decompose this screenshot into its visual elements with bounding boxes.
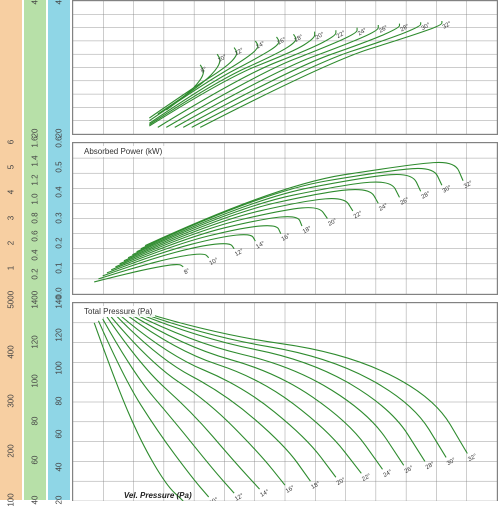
curve-label: 14°	[255, 240, 266, 250]
axis-tick: 1.6	[31, 136, 40, 147]
curve-label: 10°	[209, 257, 220, 267]
axis-tick: 0.6	[55, 136, 64, 147]
curve	[103, 319, 234, 493]
curve-label: 10°	[209, 497, 220, 501]
axis-tick: 40	[31, 496, 40, 505]
axis-strip-s1: 0123456100200300400500	[0, 0, 22, 500]
chart-panel-p1: 8°10°12°14°16°18°20°22°24°26°28°30°32°	[72, 0, 498, 135]
axis-tick: 0.5	[55, 162, 64, 173]
axis-tick: 400	[7, 345, 16, 358]
axis-strip-s3: 20400.00.10.20.30.40.50.6204060801001201…	[48, 0, 70, 500]
curve-label: 22°	[353, 210, 364, 220]
curve-label: 32°	[467, 453, 478, 463]
axis-tick: 140	[55, 295, 64, 308]
curve-label: 30°	[446, 457, 457, 467]
curve-label: 10°	[217, 54, 228, 64]
axis-tick: 0.4	[55, 187, 64, 198]
axis-tick: 40	[31, 0, 40, 4]
axis-tick: 3	[7, 215, 16, 219]
curve-label: 18°	[293, 34, 304, 44]
axis-tick: 60	[31, 456, 40, 465]
curve-label: 22°	[361, 473, 372, 483]
curve	[98, 254, 208, 279]
axis-tick: 6	[7, 140, 16, 144]
curve-label: 32°	[463, 180, 474, 190]
curve-label: 26°	[404, 465, 415, 475]
curve-label: 16°	[285, 485, 296, 495]
curve	[111, 317, 285, 485]
curve	[128, 313, 382, 469]
axis-tick: 20	[55, 496, 64, 505]
curve-label: 20°	[315, 31, 326, 41]
axis-tick: 60	[55, 430, 64, 439]
axis-tick: 2	[7, 240, 16, 244]
curve	[158, 30, 336, 127]
curve-label: 16°	[277, 37, 288, 47]
axis-tick: 1.4	[31, 155, 40, 166]
axis-tick: 200	[7, 444, 16, 457]
curve	[137, 313, 425, 462]
curve-label: 12°	[234, 47, 245, 57]
curve-label: 26°	[399, 197, 410, 207]
curve-label: 18°	[310, 481, 321, 491]
curve-label: 24°	[378, 203, 389, 213]
curve	[137, 174, 421, 251]
axis-tick: 1.2	[31, 174, 40, 185]
chart-panel-p3: Total Pressure (Pa)8°10°12°14°16°18°20°2…	[72, 302, 498, 501]
curve-label: 32°	[442, 21, 453, 31]
curve	[98, 321, 208, 497]
panel-title: Absorbed Power (kW)	[81, 146, 165, 157]
axis-tick: 0.4	[31, 250, 40, 261]
axis-tick: 140	[31, 295, 40, 308]
curve-label: 16°	[281, 233, 292, 243]
chart-panel-p2: Absorbed Power (kW) 8° 10° 12° 14° 16° 18° 20° 2…	[72, 142, 498, 295]
curve-label: 28°	[421, 191, 432, 201]
bottom-axis-label: Vel. Pressure (Pa)	[124, 491, 192, 500]
curve-label: 28°	[399, 23, 410, 33]
curve-label: 18°	[302, 225, 313, 235]
curve-label: 28°	[425, 461, 436, 471]
curve	[183, 24, 399, 128]
curve	[94, 323, 183, 501]
axis-tick: 100	[31, 375, 40, 388]
panel-svg: 8°10°12°14°16°18°20°22°24°26°28°30°32°	[73, 1, 497, 134]
axis-tick: 4	[7, 190, 16, 194]
curve-label: 24°	[383, 469, 394, 479]
axis-tick: 0.8	[31, 212, 40, 223]
axis-tick: 0.1	[55, 262, 64, 273]
axis-tick: 0.2	[31, 269, 40, 280]
axis-tick: 5	[7, 165, 16, 169]
axis-tick: 0.2	[55, 237, 64, 248]
axis-tick: 0.3	[55, 212, 64, 223]
curve-label: 14°	[260, 489, 271, 499]
curve-label: 30°	[442, 185, 453, 195]
axis-tick: 1	[7, 266, 16, 270]
axis-tick: 80	[55, 397, 64, 406]
curve-label: 20°	[327, 218, 338, 228]
axis-tick: 0.6	[31, 231, 40, 242]
axis-tick: 120	[55, 328, 64, 341]
axis-tick: 120	[31, 335, 40, 348]
curve-label: 8°	[183, 268, 191, 276]
axis-tick: 40	[55, 0, 64, 4]
panel-svg: 8°10°12°14°16°18°20°22°24°26°28°30°32°Ve…	[73, 303, 497, 501]
axis-tick: 80	[31, 416, 40, 425]
axis-tick: 300	[7, 394, 16, 407]
panel-title: Total Pressure (Pa)	[81, 306, 155, 317]
axis-tick: 100	[55, 361, 64, 374]
curve-label: 14°	[255, 41, 266, 51]
axis-tick: 40	[55, 463, 64, 472]
axis-tick: 1.0	[31, 193, 40, 204]
axis-tick: 100	[7, 493, 16, 506]
curve-label: 12°	[234, 248, 245, 258]
axis-strip-s2: 204000.20.40.60.81.01.21.41.640608010012…	[24, 0, 46, 500]
axis-tick: 500	[7, 295, 16, 308]
panel-svg: 8° 10° 12° 14° 16° 18° 20° 22° 24° 26° 28° 30° 32°	[73, 143, 497, 294]
